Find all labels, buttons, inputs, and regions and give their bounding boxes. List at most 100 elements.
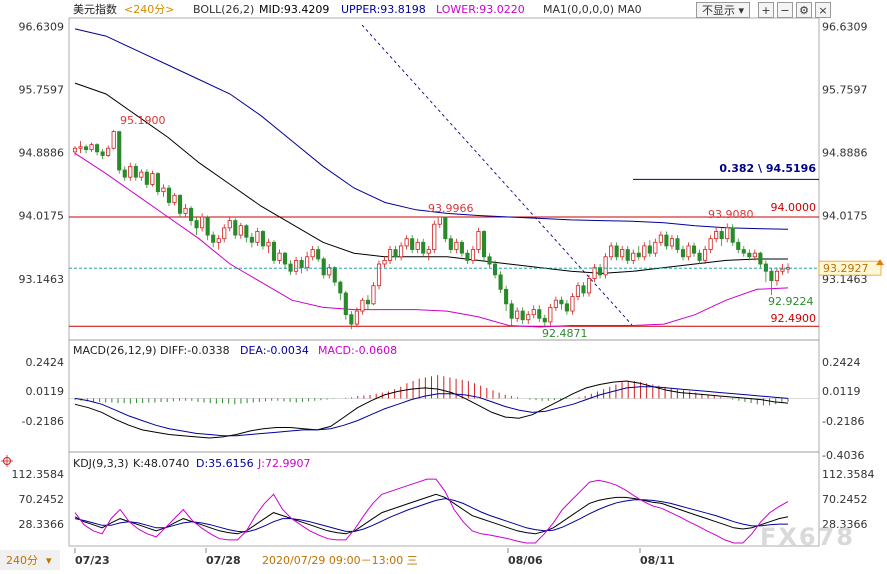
period-label[interactable]: <240分> [124,3,174,16]
high-label: 95.1900 [120,114,166,127]
ma-label: MA1(0,0,0,0) MA0 [543,3,642,16]
boll-mid: MID:93.4209 [259,3,329,16]
macd-tick-label-right: 0.2424 [822,356,861,369]
candle-body [111,131,116,149]
candle-body [504,288,509,305]
candle-body [598,267,603,276]
price-tick-label: 96.6309 [19,21,65,34]
candle-body [421,241,426,254]
candle-body [288,263,293,272]
boll-upper: UPPER:93.8198 [341,3,426,16]
candle-body [592,267,597,279]
level-94-label: 94.0000 [771,201,817,214]
candle-body [277,252,282,261]
candle-body [282,252,288,265]
boll-lower: LOWER:93.0220 [436,3,525,16]
candle-body [305,256,310,269]
candle-body [233,220,238,236]
candle-body [686,245,691,258]
candle-body [609,245,614,258]
price-tick-label-right: 94.0175 [822,210,868,223]
candle-body [625,249,630,261]
price-tick-label: 95.7597 [19,84,65,97]
kdj-tick-label: 112.3584 [12,468,65,481]
candle-body [448,238,453,250]
candle-body [675,238,680,250]
zoom-in-button[interactable]: + [758,2,774,18]
crosshair-icon[interactable] [1,455,13,467]
kdj-tick-label-right: 70.2452 [822,493,868,506]
candle-body [211,234,216,243]
candle-body [570,296,575,312]
macd-tick-label-right: 0.0119 [822,385,861,398]
price-legend: 美元指数 <240分> BOLL(26,2) MID:93.4209 UPPER… [73,2,642,16]
candle-body [714,231,719,240]
candle-body [415,241,420,250]
last-low-label: 92.9224 [768,295,814,308]
macd-tick-label: 0.2424 [26,356,65,369]
candle-body [133,165,138,178]
candle-body [216,238,221,243]
up-arrow-icon [876,259,884,266]
close-icon: × [818,4,828,17]
candle-body [559,299,564,305]
period-badge-box[interactable] [0,550,60,570]
candle-body [758,252,763,265]
candle-body [155,173,160,193]
candle-body [410,238,415,250]
settings-button[interactable]: ⚙ [796,2,812,18]
price-tick-label-right: 96.6309 [822,21,868,34]
candle-body [194,220,199,229]
candle-body [172,194,177,203]
period-badge[interactable]: 240分 [6,554,38,567]
candle-body [537,309,542,319]
date-label: 07/28 [206,554,241,567]
candle-body [266,241,271,247]
macd-dea: DEA:-0.0034 [240,344,309,357]
macd-legend: MACD(26,12,9) DIFF:-0.0338 DEA:-0.0034 M… [73,344,397,357]
candle-body [360,299,365,312]
candle-body [432,223,437,250]
candle-body [487,256,492,265]
candle-body [564,303,569,312]
candle-body [586,278,592,294]
price-tick-label-right: 93.1463 [822,273,868,286]
display-select-value: 不显示 [701,4,735,17]
candle-body [620,249,625,258]
plus-icon: + [761,4,771,17]
candle-body [255,231,260,243]
macd-layer [69,375,819,439]
candle-body [371,285,376,305]
kdj-tick-label: 28.3366 [19,518,65,531]
candle-body [459,241,464,254]
candle-body [343,292,348,316]
chevron-down-icon[interactable]: ▾ [46,554,52,567]
candle-body [260,231,265,247]
close-button[interactable]: × [815,2,831,18]
annotations: 95.1900 93.9966 93.9080 92.4871 92.9224 … [120,114,816,340]
candle-body [509,303,514,319]
kdj-tick-label-right: 112.3584 [822,468,875,481]
watermark: FX678 [760,523,855,551]
candle-body [653,241,658,254]
candle-body [520,310,525,321]
candle-body [299,260,304,269]
candle-body [769,270,774,282]
candle-body [271,241,277,261]
zoom-out-button[interactable]: − [777,2,793,18]
candle-body [774,270,780,282]
candle-body [437,216,442,225]
current-price-box [818,260,882,276]
candle-body [144,171,149,185]
candle-body [697,252,702,261]
candle-body [752,252,757,258]
display-select[interactable]: 不显示 ▾ [696,2,750,18]
candle-body [708,238,713,250]
macd-value: MACD:-0.0608 [318,344,397,357]
kdj-legend: KDJ(9,3,3) K:48.0740 D:35.6156 J:72.9907 [73,457,310,470]
candle-body [747,252,752,258]
candle-body [575,285,581,297]
candle-body [526,314,531,321]
candle-body [647,245,652,254]
